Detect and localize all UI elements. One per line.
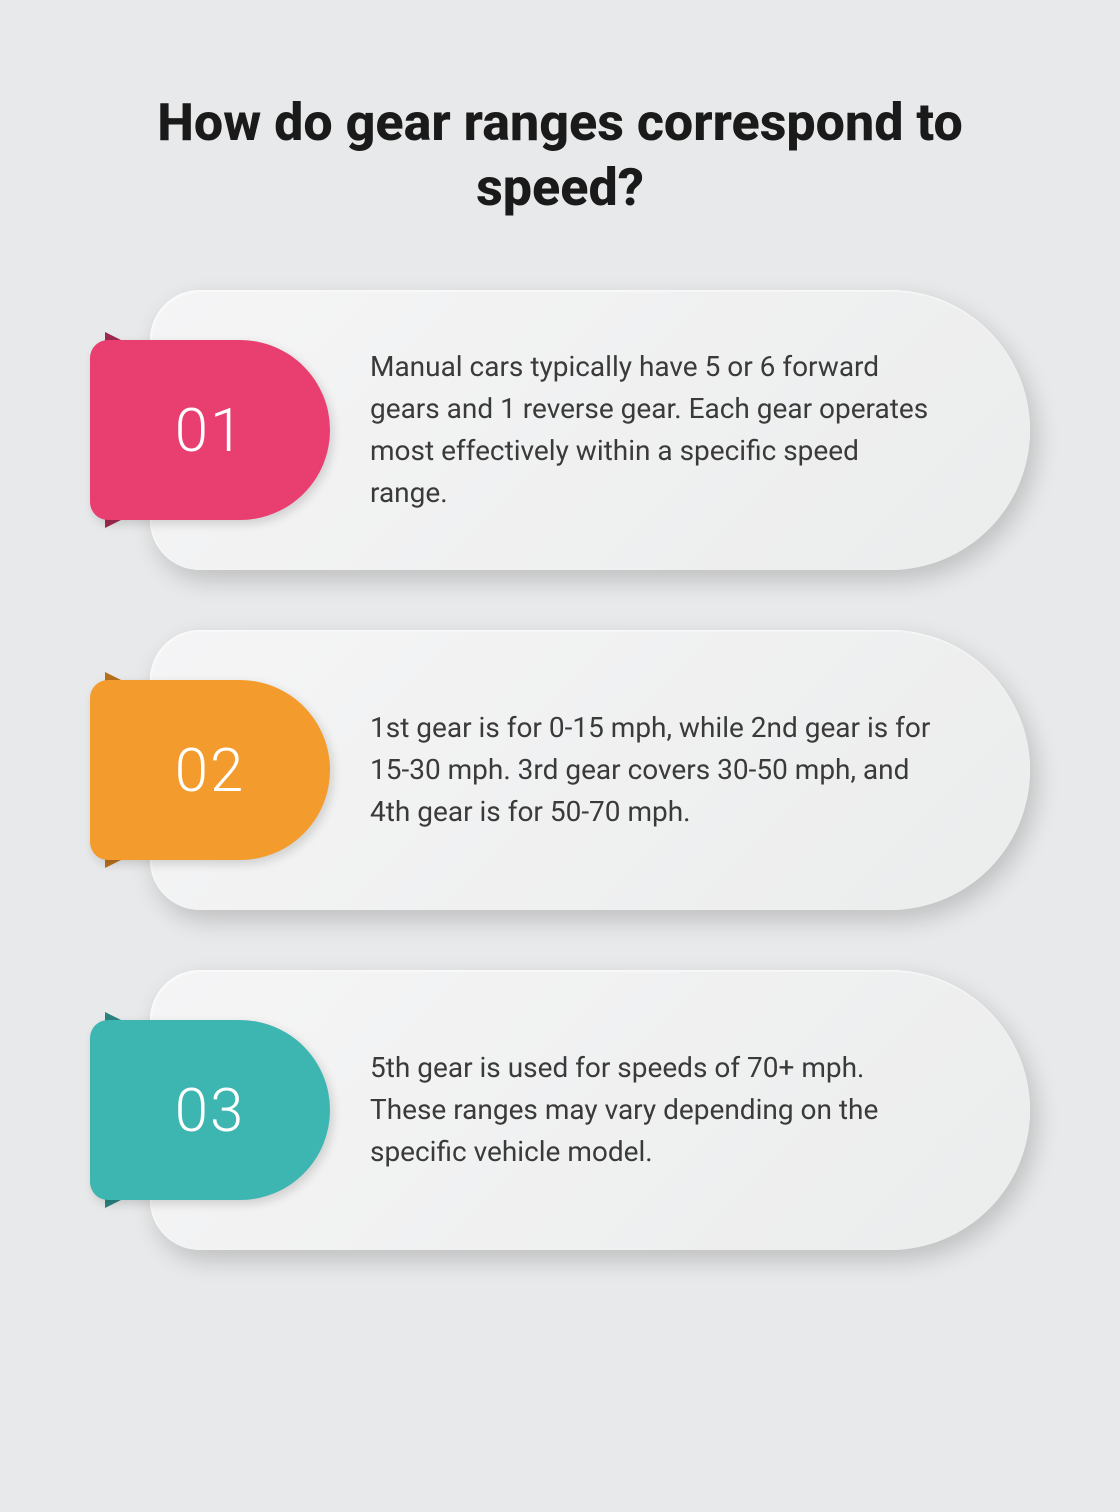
badge-number: 03	[175, 1075, 246, 1146]
badge-number: 02	[175, 735, 246, 806]
badge-wrap: 01	[90, 340, 330, 520]
number-badge: 02	[90, 680, 330, 860]
card-text: Manual cars typically have 5 or 6 forwar…	[370, 346, 940, 514]
badge-number: 01	[175, 395, 246, 466]
info-card: Manual cars typically have 5 or 6 forwar…	[90, 290, 1030, 570]
number-badge: 01	[90, 340, 330, 520]
page-title: How do gear ranges correspond to speed?	[90, 90, 1030, 220]
card-text: 5th gear is used for speeds of 70+ mph. …	[370, 1047, 940, 1173]
info-card: 5th gear is used for speeds of 70+ mph. …	[90, 970, 1030, 1250]
badge-wrap: 02	[90, 680, 330, 860]
card-text: 1st gear is for 0-15 mph, while 2nd gear…	[370, 707, 940, 833]
number-badge: 03	[90, 1020, 330, 1200]
badge-wrap: 03	[90, 1020, 330, 1200]
info-card: 1st gear is for 0-15 mph, while 2nd gear…	[90, 630, 1030, 910]
